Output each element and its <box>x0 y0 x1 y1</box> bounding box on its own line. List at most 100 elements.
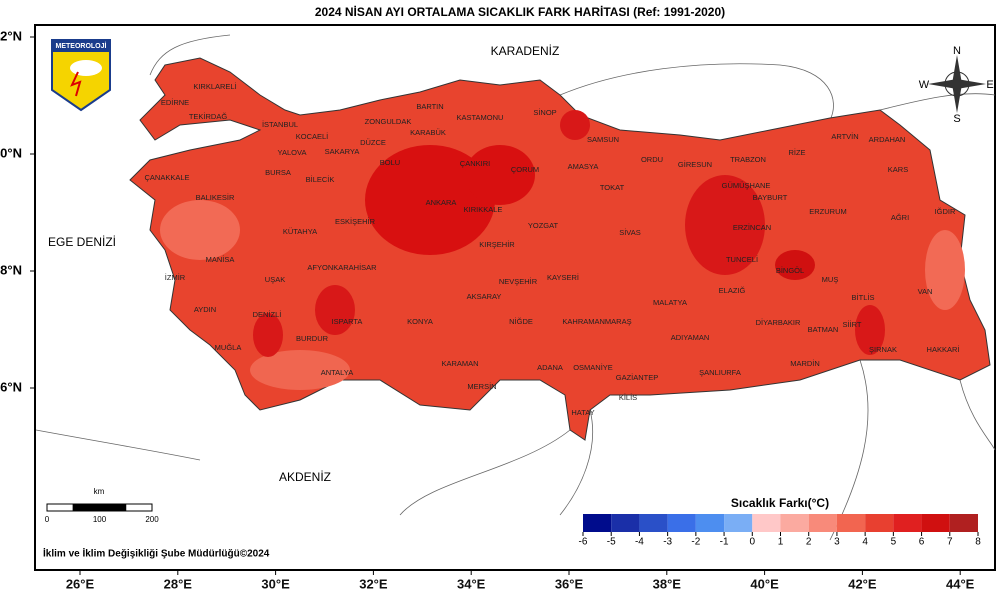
province-label: ORDU <box>641 155 663 164</box>
scale-segment <box>72 503 100 512</box>
province-label: KASTAMONU <box>457 113 504 122</box>
colorbar-tick-label: 2 <box>806 537 812 548</box>
province-label: BİTLİS <box>852 293 875 302</box>
province-label: KARABÜK <box>410 128 446 137</box>
sea-label: KARADENİZ <box>491 44 560 58</box>
scale-tick-label: 100 <box>93 515 107 524</box>
lon-tick-label: 40°E <box>750 576 779 591</box>
province-label: ÇANKIRI <box>460 159 490 168</box>
province-label: ŞANLIURFA <box>699 368 741 377</box>
province-label: ERZİNCAN <box>733 223 771 232</box>
province-label: TOKAT <box>600 183 625 192</box>
province-label: KIRŞEHİR <box>479 240 515 249</box>
colorbar-tick-label: 8 <box>975 537 981 548</box>
sea-label: EGE DENİZİ <box>48 235 116 249</box>
province-label: NİĞDE <box>509 317 533 326</box>
lat-tick-label: 38°N <box>0 262 22 277</box>
lat-tick-label: 36°N <box>0 379 22 394</box>
province-label: ADANA <box>537 363 563 372</box>
scale-segment <box>125 503 153 512</box>
compass-letter: E <box>986 79 993 91</box>
province-label: ÇORUM <box>511 165 539 174</box>
province-label: AKSARAY <box>467 292 502 301</box>
province-label: BİLECİK <box>306 175 335 184</box>
province-label: AĞRI <box>891 213 909 222</box>
province-label: ESKİŞEHİR <box>335 217 376 226</box>
province-label: DİYARBAKIR <box>756 318 801 327</box>
colorbar-segment <box>639 514 668 532</box>
anomaly-patches <box>160 110 965 390</box>
colorbar-segment <box>695 514 725 532</box>
colorbar-tick-label: -5 <box>607 537 616 548</box>
legend-title: Sıcaklık Farkı(°C) <box>731 496 829 510</box>
colorbar-tick-label: 4 <box>862 537 868 548</box>
province-label: GAZİANTEP <box>616 373 659 382</box>
province-label: BATMAN <box>808 325 839 334</box>
colorbar-segment <box>780 514 809 532</box>
colorbar-tick-label: 5 <box>891 537 897 548</box>
province-label: DENİZLİ <box>253 310 282 319</box>
colorbar-segment <box>583 514 612 532</box>
province-label: BALIKESİR <box>196 193 235 202</box>
province-label: BOLU <box>380 158 400 167</box>
map-title: 2024 NİSAN AYI ORTALAMA SICAKLIK FARK HA… <box>315 4 725 19</box>
province-label: ISPARTA <box>332 317 363 326</box>
colorbar-tick-label: 3 <box>834 537 840 548</box>
province-label: AMASYA <box>568 162 599 171</box>
colorbar-tick-label: -2 <box>691 537 700 548</box>
province-label: YOZGAT <box>528 221 559 230</box>
province-label: BURSA <box>265 168 291 177</box>
province-label: AYDIN <box>194 305 216 314</box>
province-label: KÜTAHYA <box>283 227 317 236</box>
compass: N E S W <box>919 45 994 125</box>
colorbar-tick-label: -4 <box>635 537 644 548</box>
lon-tick-label: 30°E <box>261 576 290 591</box>
province-label: BURDUR <box>296 334 329 343</box>
scale-unit: km <box>94 487 105 496</box>
province-label: İSTANBUL <box>262 120 298 129</box>
province-label: SAMSUN <box>587 135 619 144</box>
colorbar-segment <box>752 514 781 532</box>
province-label: ŞIRNAK <box>869 345 897 354</box>
sea-label: AKDENİZ <box>279 470 331 484</box>
province-label: HATAY <box>571 408 594 417</box>
province-label: BARTIN <box>416 102 443 111</box>
province-label: HAKKARİ <box>927 345 960 354</box>
province-label: VAN <box>918 287 933 296</box>
province-label: ARTVİN <box>831 132 858 141</box>
province-label: NEVŞEHİR <box>499 277 538 286</box>
province-label: ANKARA <box>426 198 457 207</box>
province-label: OSMANİYE <box>573 363 613 372</box>
province-label: KARAMAN <box>441 359 478 368</box>
province-label: SİİRT <box>842 320 861 329</box>
colorbar-segment <box>724 514 753 532</box>
province-label: SİVAS <box>619 228 641 237</box>
province-label: SİNOP <box>533 108 556 117</box>
province-label: KAYSERİ <box>547 273 579 282</box>
province-label: DÜZCE <box>360 138 386 147</box>
province-label: ANTALYA <box>321 368 354 377</box>
province-label: TEKİRDAĞ <box>189 112 228 121</box>
province-label: SAKARYA <box>325 147 360 156</box>
colorbar-tick-label: -6 <box>579 537 588 548</box>
province-label: MERSİN <box>467 382 496 391</box>
province-label: KIRKLARELİ <box>193 82 236 91</box>
province-label: UŞAK <box>265 275 285 284</box>
lon-tick-label: 36°E <box>555 576 584 591</box>
province-label: GİRESUN <box>678 160 712 169</box>
province-label: MUĞLA <box>215 343 242 352</box>
colorbar-segment <box>808 514 837 532</box>
province-label: EDİRNE <box>161 98 189 107</box>
colorbar-segment <box>667 514 696 532</box>
province-label: ARDAHAN <box>869 135 906 144</box>
province-label: ZONGULDAK <box>365 117 412 126</box>
scale-segment <box>46 503 74 512</box>
province-label: ERZURUM <box>809 207 847 216</box>
province-label: ADIYAMAN <box>671 333 710 342</box>
colorbar-tick-label: 7 <box>947 537 953 548</box>
province-label: MANİSA <box>206 255 235 264</box>
colorbar-segment <box>836 514 866 532</box>
province-label: RİZE <box>788 148 805 157</box>
colorbar-tick-label: 0 <box>750 537 756 548</box>
